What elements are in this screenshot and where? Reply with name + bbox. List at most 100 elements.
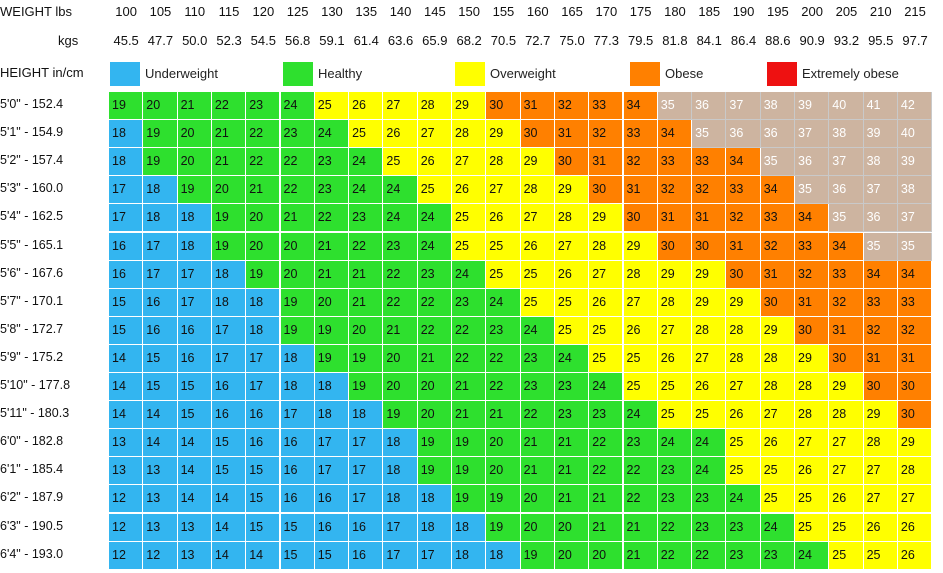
bmi-cell: 31 (554, 120, 590, 149)
bmi-cell: 29 (520, 148, 555, 177)
bmi-cell: 18 (211, 288, 247, 317)
bmi-cell: 15 (143, 344, 178, 373)
bmi-cell: 19 (383, 401, 418, 430)
bmi-cell: 19 (520, 541, 555, 570)
bmi-cell: 18 (383, 429, 418, 458)
bmi-cell: 22 (452, 344, 487, 373)
bmi-cell: 25 (657, 401, 693, 430)
height-row-label: 5'11" - 180.3 (0, 406, 70, 421)
lbs-header-cell: 100 (115, 4, 137, 19)
bmi-cell: 24 (760, 513, 795, 542)
bmi-cell: 14 (211, 485, 247, 514)
bmi-cell: 22 (486, 373, 521, 402)
bmi-cell: 23 (280, 120, 315, 149)
bmi-cell: 20 (417, 401, 452, 430)
bmi-cell: 28 (623, 260, 658, 289)
bmi-cell: 20 (211, 176, 247, 205)
bmi-cell: 23 (554, 373, 590, 402)
bmi-cell: 19 (143, 120, 178, 149)
bmi-cell: 33 (692, 148, 727, 177)
bmi-cell: 17 (143, 232, 178, 261)
bmi-cell: 16 (109, 260, 144, 289)
bmi-cell: 22 (623, 457, 658, 486)
bmi-cell: 15 (246, 513, 281, 542)
bmi-cell: 23 (417, 260, 452, 289)
bmi-cell: 18 (314, 401, 350, 430)
bmi-cell: 19 (143, 148, 178, 177)
kgs-header-cell: 52.3 (216, 33, 242, 48)
bmi-cell: 29 (623, 232, 658, 261)
bmi-cell: 23 (589, 401, 624, 430)
bmi-cell: 27 (623, 288, 658, 317)
bmi-cell: 19 (349, 373, 384, 402)
bmi-cell: 37 (829, 148, 864, 177)
bmi-cell: 14 (177, 429, 212, 458)
bmi-cell: 25 (589, 344, 624, 373)
height-row-label: 5'3" - 160.0 (0, 181, 64, 196)
bmi-cell: 24 (280, 92, 315, 121)
legend-label-extreme: Extremely obese (802, 66, 899, 81)
bmi-cell: 18 (211, 260, 247, 289)
legend-label-overweight: Overweight (490, 66, 556, 81)
bmi-cell: 34 (863, 260, 898, 289)
lbs-header-cell: 155 (492, 4, 515, 19)
bmi-cell: 29 (657, 260, 693, 289)
bmi-cell: 20 (589, 541, 624, 570)
bmi-cell: 24 (486, 288, 521, 317)
bmi-cell: 17 (246, 373, 281, 402)
bmi-cell: 16 (280, 429, 315, 458)
bmi-cell: 14 (246, 541, 281, 570)
bmi-cell: 32 (554, 92, 590, 121)
bmi-cell: 25 (349, 120, 384, 149)
bmi-cell: 40 (829, 92, 864, 121)
bmi-cell: 22 (589, 429, 624, 458)
lbs-header-cell: 130 (321, 4, 343, 19)
bmi-cell: 26 (383, 120, 418, 149)
bmi-cell: 24 (349, 148, 384, 177)
bmi-cell: 30 (520, 120, 555, 149)
bmi-cell: 19 (417, 429, 452, 458)
bmi-cell: 17 (383, 513, 418, 542)
kgs-header-cell: 45.5 (113, 33, 139, 48)
bmi-cell: 21 (211, 120, 247, 149)
bmi-cell: 35 (657, 92, 693, 121)
bmi-cell: 22 (246, 148, 281, 177)
bmi-cell: 17 (417, 541, 452, 570)
bmi-cell: 21 (554, 429, 590, 458)
bmi-cell: 17 (211, 344, 247, 373)
bmi-cell: 22 (383, 288, 418, 317)
bmi-cell: 20 (486, 429, 521, 458)
bmi-cell: 21 (314, 232, 350, 261)
bmi-cell: 17 (211, 316, 247, 345)
bmi-cell: 24 (692, 429, 727, 458)
kgs-header-cell: 90.9 (799, 33, 825, 48)
bmi-cell: 26 (897, 513, 933, 542)
bmi-cell: 17 (177, 288, 212, 317)
bmi-cell: 18 (349, 401, 384, 430)
lbs-header-cell: 205 (835, 4, 858, 19)
bmi-cell: 15 (246, 485, 281, 514)
bmi-cell: 29 (726, 288, 761, 317)
bmi-cell: 19 (452, 457, 487, 486)
bmi-cell: 25 (760, 457, 795, 486)
bmi-cell: 40 (897, 120, 933, 149)
bmi-cell: 18 (452, 541, 487, 570)
bmi-cell: 27 (657, 316, 693, 345)
bmi-cell: 15 (246, 457, 281, 486)
bmi-cell: 25 (726, 457, 761, 486)
bmi-cell: 14 (177, 485, 212, 514)
bmi-cell: 19 (211, 232, 247, 261)
bmi-cell: 31 (829, 316, 864, 345)
bmi-cell: 31 (589, 148, 624, 177)
bmi-cell: 18 (417, 513, 452, 542)
bmi-cell: 29 (863, 401, 898, 430)
bmi-cell: 23 (520, 344, 555, 373)
kgs-header-cell: 63.6 (387, 33, 414, 48)
bmi-cell: 16 (349, 513, 384, 542)
bmi-cell: 16 (246, 401, 281, 430)
bmi-cell: 23 (246, 92, 281, 121)
bmi-cell: 21 (589, 513, 624, 542)
bmi-cell: 18 (109, 148, 144, 177)
bmi-cell: 33 (589, 92, 624, 121)
bmi-cell: 15 (211, 429, 247, 458)
